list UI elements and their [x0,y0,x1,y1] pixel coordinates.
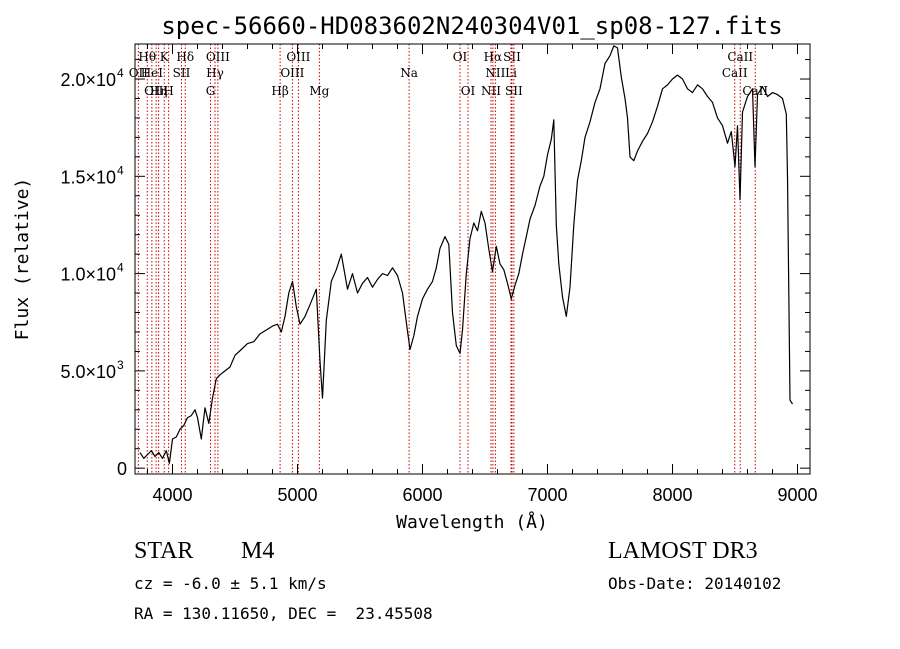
x-tick-label: 6000 [402,485,442,505]
spectral-line-label: Hδ [176,50,194,64]
spectral-line-label: SII [503,50,521,64]
x-tick-label: 9000 [777,485,817,505]
y-tick-exponent: 4 [117,163,124,177]
x-axis-label: Wavelength (Å) [396,511,548,533]
spectral-line-label: HeI [141,66,164,80]
spectral-line-label: OI [461,84,476,98]
y-tick-label: 2.0×10 [60,70,116,90]
spectral-line-label: SII [173,66,191,80]
y-tick-exponent: 3 [117,358,124,372]
spectral-line-label: Na [400,66,418,80]
spectral-line-label: G [206,84,216,98]
x-tick-label: 8000 [652,485,692,505]
spectral-line-label: NII [485,66,505,80]
spectrum-line-0 [139,45,794,464]
spectral-line-label: Hγ [206,66,224,80]
y-axis-ticks: 05.0×10 31.0×10 41.5×10 42.0×10 4 [60,59,810,479]
spectral-line-label: Li [505,66,517,80]
y-tick-label: 0 [117,459,127,479]
y-tick-label: 5.0×10 [60,362,116,382]
spectral-line-markers: HθOIIHeIOIIIHηKHSIIHδGHγOIIIHβOIIIOIIIMg… [129,44,768,474]
coordinates: RA = 130.11650, DEC = 23.45508 [134,604,433,623]
observation-date: Obs-Date: 20140102 [608,574,782,593]
x-axis-ticks: 4000 5000 6000 7000 8000 9000 [147,44,818,505]
spectral-line-label: Hη [150,84,168,98]
spectral-line-label: CaII [727,50,753,64]
y-tick-label: 1.5×10 [60,167,116,187]
object-subclass: M4 [241,538,275,564]
spectral-line-label: OIII [286,50,310,64]
redshift-velocity: cz = -6.0 ± 5.1 km/s [134,574,327,593]
y-tick-exponent: 4 [117,261,124,275]
spectral-line-label: OIII [144,84,168,98]
y-axis-label: Flux (relative) [12,178,33,341]
spectral-line-label: K [160,50,170,64]
x-tick-label: 5000 [277,485,317,505]
spectral-line-label: OI [453,50,468,64]
y-tick-label: 1.0×10 [60,265,116,285]
x-tick-label: 4000 [152,485,192,505]
survey-name: LAMOST DR3 [608,538,758,564]
spectral-line-label: OIII [280,66,304,80]
spectral-line-label: Hα [484,50,503,64]
spectral-line-label: CaII [722,66,748,80]
y-tick-exponent: 4 [117,66,124,80]
spectral-line-label: H [163,84,173,98]
x-tick-label: 7000 [527,485,567,505]
spectral-line-label: NII [481,84,501,98]
spectrum-series [139,45,794,464]
spectral-line-label: Hβ [271,84,288,98]
object-class: STAR [134,538,194,564]
spectral-line-label: OII [129,66,149,80]
chart-title: spec-56660-HD083602N240304V01_sp08-127.f… [161,12,782,40]
spectral-line-label: SII [505,84,523,98]
plot-frame [134,43,811,475]
spectral-line-label: Hθ [138,50,156,64]
spectral-line-label: OIII [206,50,230,64]
spectral-line-label: Mg [309,84,329,98]
